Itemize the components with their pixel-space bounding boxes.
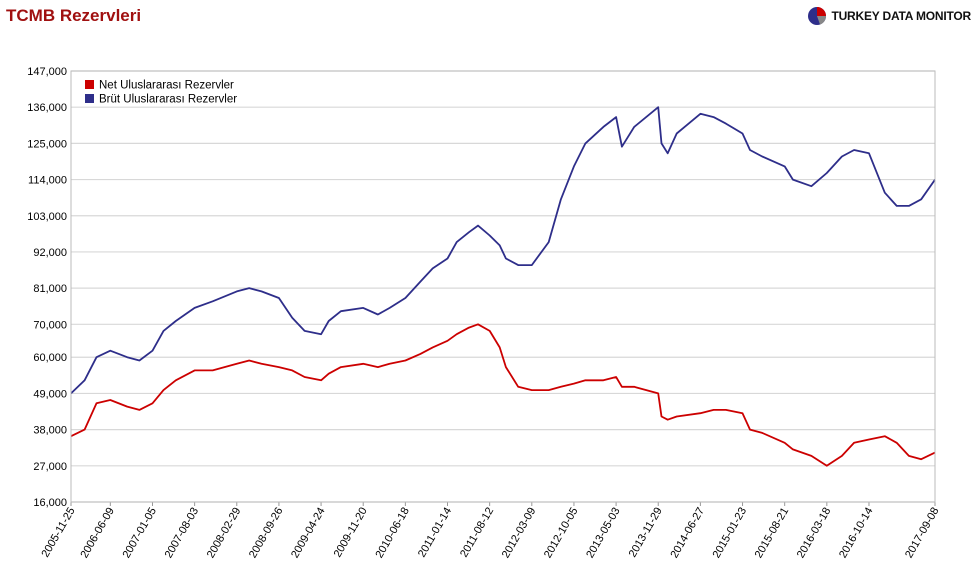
x-axis-ticks: 2005-11-25 2006-06-09 2007-01-05 2007-08-03…	[39, 502, 942, 561]
y-tick-label: 136,000	[27, 102, 67, 114]
y-tick-label: 81,000	[33, 283, 67, 295]
x-tick-label: 2013-05-03	[584, 506, 623, 561]
y-tick-label: 49,000	[33, 388, 67, 400]
x-tick-label: 2016-10-14	[837, 506, 876, 561]
x-tick-label: 2012-10-05	[542, 506, 581, 561]
x-tick-label: 2017-09-08	[903, 506, 942, 561]
x-tick-label: 2007-08-03	[163, 506, 202, 561]
x-tick-label: 2015-01-23	[711, 506, 750, 561]
y-tick-label: 92,000	[33, 247, 67, 259]
brand-logo[interactable]: TURKEY DATA MONITOR	[807, 6, 971, 26]
brand-name: TURKEY DATA MONITOR	[831, 9, 971, 23]
legend-swatch	[85, 80, 94, 89]
x-tick-label: 2011-08-12	[458, 506, 496, 560]
plot-frame	[70, 70, 936, 503]
y-tick-label: 70,000	[33, 319, 67, 331]
series-line-gross	[70, 106, 936, 395]
y-tick-label: 60,000	[33, 352, 67, 364]
y-tick-label: 114,000	[28, 175, 67, 187]
chart-title: TCMB Rezervleri	[6, 6, 142, 25]
x-tick-label: 2009-04-24	[289, 506, 328, 561]
x-tick-label: 2008-09-26	[247, 506, 286, 561]
x-tick-label: 2005-11-25	[39, 506, 77, 560]
x-tick-label: 2007-01-05	[121, 506, 160, 561]
x-tick-label: 2011-01-14	[416, 506, 454, 560]
x-tick-label: 2008-02-29	[205, 506, 244, 561]
legend-label: Net Uluslararası Rezervler	[99, 80, 234, 92]
x-tick-label: 2014-06-27	[668, 506, 707, 561]
x-tick-label: 2012-03-09	[500, 506, 539, 561]
legend-swatch	[85, 94, 94, 103]
pie-logo-icon	[808, 7, 827, 25]
y-tick-label: 125,000	[27, 138, 67, 150]
x-tick-label: 2006-06-09	[78, 506, 117, 561]
grid-lines	[71, 70, 935, 503]
legend[interactable]: Net Uluslararası Rezervler Brüt Uluslarar…	[85, 80, 237, 106]
x-tick-label: 2016-03-18	[795, 506, 834, 561]
y-tick-label: 27,000	[33, 461, 67, 473]
legend-label: Brüt Uluslararası Rezervler	[99, 94, 237, 106]
y-tick-label: 16,000	[33, 497, 67, 509]
series-lines	[70, 106, 936, 467]
x-tick-label: 2013-11-29	[627, 506, 665, 560]
series-line-net	[70, 323, 936, 467]
x-tick-label: 2015-08-21	[753, 506, 792, 561]
x-tick-label: 2009-11-20	[332, 506, 370, 560]
y-tick-label: 38,000	[33, 425, 67, 437]
y-tick-label: 147,000	[27, 66, 67, 78]
y-tick-label: 103,000	[27, 211, 67, 223]
y-axis-ticks: 16,000 27,000 38,000 49,000 60,000 70,000 81,0…	[27, 66, 67, 509]
x-tick-label: 2010-06-18	[373, 506, 412, 561]
